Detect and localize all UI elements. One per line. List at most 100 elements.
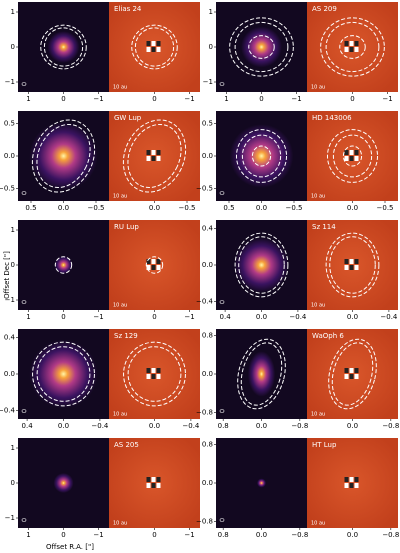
y-tick-label: 0 [11,479,15,487]
ring [36,346,91,402]
residual-feature [156,156,161,161]
beam [21,300,27,304]
residual-feature [354,47,359,52]
ring [127,346,182,402]
x-tick-label: 1 [224,95,228,103]
residual-feature [354,477,359,482]
x-tick-label: 1 [26,531,30,539]
residual-feature [349,47,354,52]
ring [234,232,289,298]
ring [123,341,186,407]
x-tick-label: −0.4 [289,313,307,321]
y-tick-label: 0.8 [202,332,213,340]
residual-feature [349,259,354,264]
residual-feature [344,483,349,488]
source-name: HD 143006 [312,114,352,122]
residual-feature [344,47,349,52]
ring [342,145,363,167]
residual-feature [354,150,359,155]
ring [251,145,272,167]
scale-bar-label: 10 au [113,521,127,527]
x-tick-label: −0.4 [380,313,398,321]
y-tick-label: 0.4 [202,225,214,233]
x-tick-label: 0 [61,313,65,321]
ring [326,129,379,183]
y-tick-label: 0.5 [202,120,213,128]
x-tick-label: 0.0 [256,422,267,430]
residual-feature [146,259,151,264]
beam [219,409,225,413]
residual-feature [349,41,354,46]
y-tick-label: 0 [11,43,15,51]
scale-bar-label: 10 au [113,85,127,91]
x-tick-label: 0 [152,95,156,103]
x-tick-label: 0 [61,95,65,103]
disk-emission [256,478,267,488]
x-tick-label: 0.0 [347,313,358,321]
scale-bar-label: 10 au [311,303,325,309]
residual-feature [354,265,359,270]
x-tick-label: 1 [26,95,30,103]
ring [145,256,164,274]
disk-emission [241,26,282,68]
residual-feature [156,374,161,379]
ring [331,342,374,406]
beam [219,82,225,86]
scale-bar-label: 10 au [113,412,127,418]
x-tick-label: 0 [259,95,263,103]
x-tick-label: 0.0 [347,204,358,212]
source-name: WaOph 6 [312,332,344,340]
x-tick-label: 0.8 [218,422,229,430]
scale-bar-label: 10 au [311,521,325,527]
ring [43,27,84,67]
x-tick-label: 0.0 [347,422,358,430]
x-tick-label: 0 [350,95,354,103]
x-tick-label: 0.0 [256,204,267,212]
y-tick-label: 0.0 [4,152,15,160]
y-tick-label: 0 [209,43,213,51]
residual-feature [151,368,156,373]
x-tick-label: 1 [26,313,30,321]
x-tick-label: 0.8 [218,531,229,539]
x-tick-label: −0.8 [291,531,308,539]
ring [241,134,282,178]
disk-emission [29,339,98,409]
y-tick-label: 1 [11,226,15,234]
ring [332,134,373,178]
ring [325,232,380,298]
y-tick-label: 0 [11,261,15,269]
residual-feature [146,368,151,373]
ring [127,123,182,189]
x-tick-label: −0.8 [291,422,308,430]
residual-feature [344,477,349,482]
x-tick-label: −0.4 [91,422,109,430]
residual-feature [354,259,359,264]
residual-feature [146,483,151,488]
ring [339,35,366,59]
ring [122,119,187,193]
x-tick-label: 0.4 [220,313,232,321]
residual-feature [349,368,354,373]
residual-feature [156,259,161,264]
ring [240,342,283,406]
ring [329,236,376,294]
ring [234,21,289,73]
source-name: Sz 114 [312,223,336,231]
ring [237,338,286,410]
ring [36,123,91,189]
y-tick-label: −0.8 [196,517,213,525]
y-tick-label: −0.5 [196,185,213,193]
x-tick-label: 0.5 [223,204,234,212]
x-tick-label: −0.5 [179,204,196,212]
residual-feature [354,374,359,379]
x-tick-label: −0.5 [286,204,303,212]
x-tick-label: 0.0 [149,422,160,430]
residual-feature [151,259,156,264]
residual-feature [354,156,359,161]
beam [21,191,27,195]
residual-feature [344,368,349,373]
scale-bar-label: 10 au [311,412,325,418]
residual-feature [344,156,349,161]
residual-feature [349,483,354,488]
